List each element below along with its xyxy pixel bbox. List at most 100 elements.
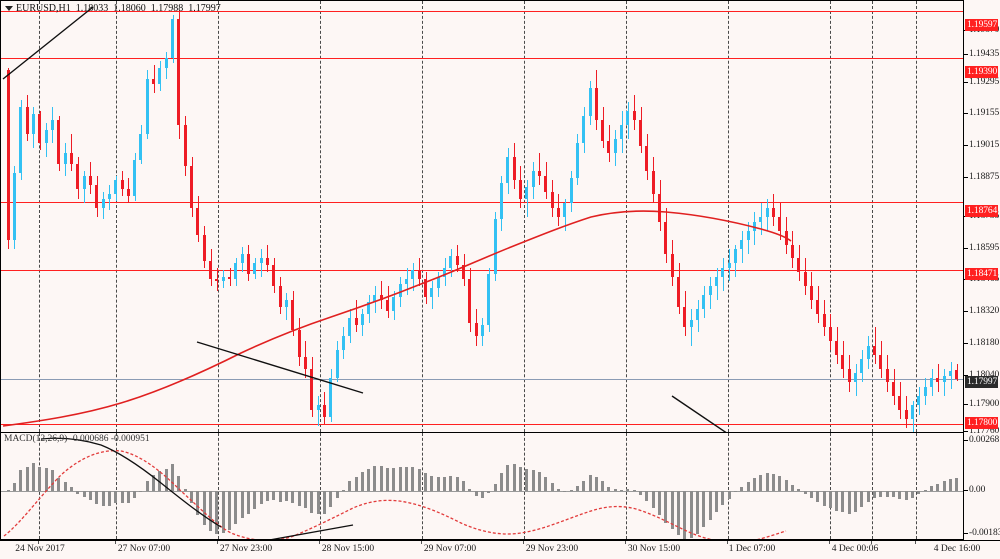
candle-body — [607, 141, 610, 153]
candle-body — [215, 279, 218, 282]
macd-bar — [487, 491, 490, 494]
candle-body — [171, 19, 174, 59]
time-axis-label: 29 Nov 23:00 — [525, 544, 579, 554]
axis-tick — [964, 113, 968, 114]
candle-body — [310, 368, 313, 411]
candle-body — [247, 253, 250, 275]
time-axis-tick — [38, 541, 39, 544]
macd-bar — [222, 491, 225, 533]
macd-bar — [709, 491, 712, 520]
macd-bar — [430, 475, 433, 491]
candle-body — [740, 239, 743, 250]
candle-body — [424, 279, 427, 298]
candle-body — [19, 106, 22, 174]
candle-body — [791, 244, 794, 259]
price-chart-pane[interactable]: EURUSD,H1 1.18033 1.18060 1.17988 1.17997 — [0, 0, 963, 432]
level-price-marker[interactable]: 1.17800 — [965, 417, 999, 429]
macd-gridline-4 — [422, 433, 423, 539]
macd-bar — [285, 491, 288, 501]
axis-tick — [964, 404, 968, 405]
macd-indicator-pane[interactable]: MACD(12,26,9) -0.000686 -0.000951 — [0, 432, 963, 540]
macd-bar — [146, 480, 149, 491]
macd-bar — [841, 491, 844, 513]
axis-tick — [964, 54, 968, 55]
level-line-1.178 — [1, 423, 963, 425]
candle-body — [177, 19, 180, 126]
candle-body — [943, 375, 946, 383]
level-price-marker[interactable]: 1.18471 — [965, 268, 999, 280]
candle-body — [595, 88, 598, 121]
candle-wick — [71, 134, 72, 172]
candle-body — [127, 189, 130, 197]
candle-wick — [318, 396, 319, 427]
macd-bar — [955, 478, 958, 491]
macd-bar — [601, 481, 604, 491]
quote-close: 1.17997 — [188, 3, 221, 14]
time-axis-label: 4 Dec 00:06 — [831, 544, 879, 554]
macd-bar — [266, 491, 269, 501]
candle-wick — [286, 292, 287, 321]
candle-body — [658, 194, 661, 222]
candle-body — [386, 299, 389, 312]
macd-bar — [7, 490, 10, 491]
candle-body — [234, 262, 237, 280]
macd-bar — [728, 491, 731, 499]
candle-body — [823, 313, 826, 328]
macd-bar — [747, 482, 750, 491]
macd-bar — [911, 491, 914, 498]
candle-body — [209, 260, 212, 280]
macd-bar — [184, 489, 187, 491]
macd-bar — [797, 489, 800, 491]
axis-tick — [964, 431, 968, 432]
candle-body — [816, 299, 819, 314]
macd-legend-label: MACD(12,26,9) -0.000686 -0.000951 — [4, 434, 150, 444]
quote-high: 1.18060 — [113, 3, 146, 14]
macd-bar — [89, 491, 92, 500]
current-price-marker[interactable]: 1.17997 — [965, 376, 999, 388]
candle-body — [835, 341, 838, 355]
macd-bar — [658, 491, 661, 516]
time-axis-label: 27 Nov 23:00 — [219, 544, 273, 554]
candle-wick — [951, 361, 952, 390]
macd-bar — [538, 472, 541, 491]
macd-axis-tick — [964, 533, 968, 534]
macd-bar — [241, 491, 244, 518]
macd-bar — [930, 485, 933, 491]
candle-body — [500, 182, 503, 220]
level-price-marker[interactable]: 1.19390 — [965, 66, 999, 78]
macd-bar — [740, 486, 743, 491]
macd-bar — [424, 473, 427, 491]
time-axis-tick — [421, 541, 422, 544]
candle-body — [89, 175, 92, 185]
macd-bar — [26, 466, 29, 491]
candle-wick — [154, 65, 155, 93]
candle-body — [620, 125, 623, 139]
level-price-marker[interactable]: 1.18764 — [965, 205, 999, 217]
candle-body — [317, 405, 320, 411]
macd-bar — [260, 491, 263, 505]
candle-body — [867, 345, 870, 360]
axis-tick — [964, 343, 968, 344]
level-price-marker[interactable]: 1.19597 — [965, 19, 999, 31]
time-axis-label: 29 Nov 07:00 — [423, 544, 477, 554]
macd-bar — [196, 491, 199, 516]
candle-body — [879, 354, 882, 369]
axis-tick — [964, 375, 968, 376]
macd-gridline-8 — [830, 433, 831, 539]
macd-bar — [772, 473, 775, 491]
macd-bar — [152, 475, 155, 491]
candle-body — [165, 58, 168, 68]
collapse-caret-icon[interactable] — [5, 6, 13, 12]
macd-axis-tick — [964, 490, 968, 491]
candle-body — [797, 258, 800, 273]
macd-bar — [177, 475, 180, 491]
macd-bar — [677, 491, 680, 535]
axis-tick — [964, 177, 968, 178]
macd-bar — [664, 491, 667, 523]
candle-body — [753, 221, 756, 231]
macd-bar — [917, 491, 920, 495]
candle-body — [443, 267, 446, 277]
macd-bar — [696, 491, 699, 534]
macd-bar — [475, 491, 478, 496]
